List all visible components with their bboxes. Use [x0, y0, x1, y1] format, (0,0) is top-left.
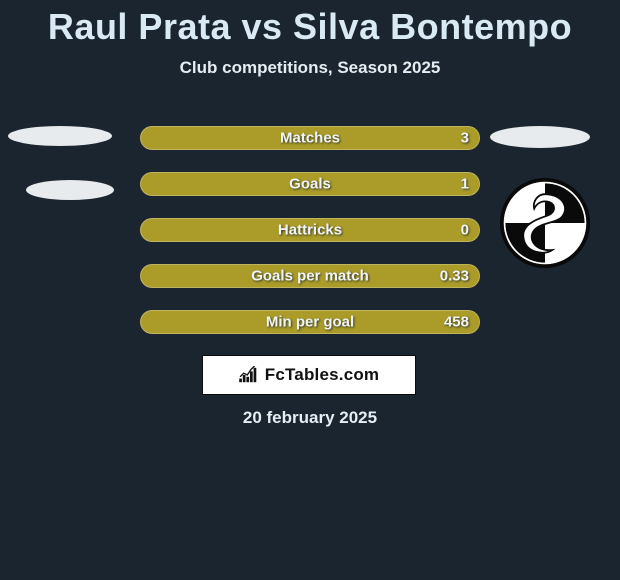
- sfc-badge-icon: [500, 178, 590, 268]
- fctables-label: FcTables.com: [265, 365, 380, 385]
- subtitle: Club competitions, Season 2025: [0, 58, 620, 78]
- stat-row-goals-per-match: Goals per match 0.33: [140, 264, 480, 288]
- stat-label: Goals: [289, 176, 331, 193]
- stat-value-right: 0: [461, 222, 469, 239]
- stat-value-right: 1: [461, 176, 469, 193]
- right-club-logo-top: [490, 126, 590, 148]
- stat-label: Hattricks: [278, 222, 342, 239]
- right-club-badge: [500, 178, 590, 268]
- stats-container: Matches 3 Goals 1 Hattricks 0 Goals per …: [140, 126, 480, 356]
- stat-label: Matches: [280, 130, 340, 147]
- date-line: 20 february 2025: [0, 408, 620, 428]
- stat-row-matches: Matches 3: [140, 126, 480, 150]
- stat-row-hattricks: Hattricks 0: [140, 218, 480, 242]
- stat-value-right: 458: [444, 314, 469, 331]
- stat-value-right: 3: [461, 130, 469, 147]
- stat-row-min-per-goal: Min per goal 458: [140, 310, 480, 334]
- bar-chart-icon: [239, 366, 261, 384]
- stat-label: Min per goal: [266, 314, 354, 331]
- page-title: Raul Prata vs Silva Bontempo: [0, 0, 620, 48]
- left-club-logo-2: [26, 180, 114, 200]
- stat-row-goals: Goals 1: [140, 172, 480, 196]
- stat-label: Goals per match: [251, 268, 369, 285]
- stat-value-right: 0.33: [440, 268, 469, 285]
- stat-bar-right: [310, 173, 479, 195]
- left-club-logo-1: [8, 126, 112, 146]
- fctables-watermark: FcTables.com: [202, 355, 416, 395]
